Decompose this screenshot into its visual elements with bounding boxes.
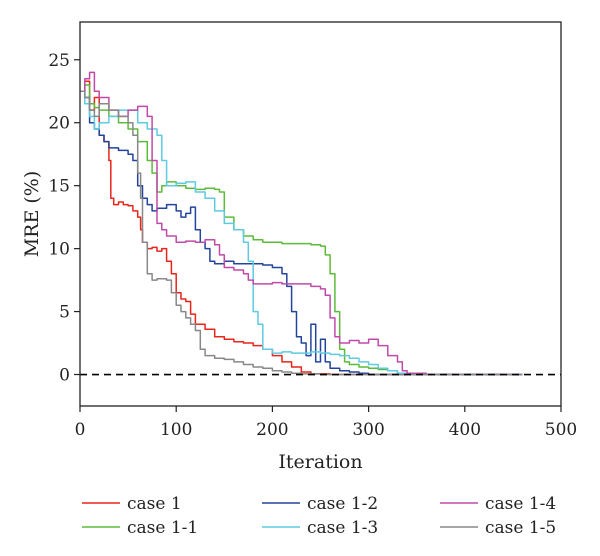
series-line-case-1-3: [80, 90, 523, 376]
legend-label: case 1-3: [307, 518, 378, 538]
x-axis-ticks: 0 100 200 300 400 500: [75, 406, 577, 440]
series-line-case-1: [80, 80, 523, 376]
y-tick-label: 25: [48, 51, 70, 71]
plot-frame: [79, 21, 562, 407]
y-tick-label: 5: [59, 303, 70, 323]
series-line-case-1-4: [80, 71, 523, 376]
x-axis-title: Iteration: [278, 451, 362, 473]
y-tick-label: 10: [48, 240, 70, 260]
legend-label: case 1-4: [485, 494, 556, 514]
series-lines: [80, 71, 523, 376]
y-tick-label: 20: [48, 114, 70, 134]
x-tick-label: 200: [256, 420, 288, 440]
y-tick-label: 15: [48, 177, 70, 197]
x-tick-label: 100: [160, 420, 192, 440]
y-axis-ticks: 0 5 10 15 20 25: [48, 51, 80, 386]
series-line-case-1-1: [80, 84, 523, 376]
series-line-case-1-5: [80, 90, 523, 376]
y-tick-label: 0: [59, 366, 70, 386]
series-line-case-1-2: [80, 90, 523, 376]
legend: case 1 case 1-1 case 1-2 case 1-3 case 1-4 ca…: [82, 494, 556, 538]
x-tick-label: 400: [449, 420, 481, 440]
x-tick-label: 500: [545, 420, 577, 440]
legend-label: case 1-2: [307, 494, 378, 514]
legend-label: case 1-5: [485, 518, 556, 538]
x-tick-label: 0: [75, 420, 86, 440]
legend-label: case 1-1: [127, 518, 198, 538]
legend-label: case 1: [127, 494, 182, 514]
x-tick-label: 300: [352, 420, 384, 440]
y-axis-title: MRE (%): [21, 171, 43, 258]
